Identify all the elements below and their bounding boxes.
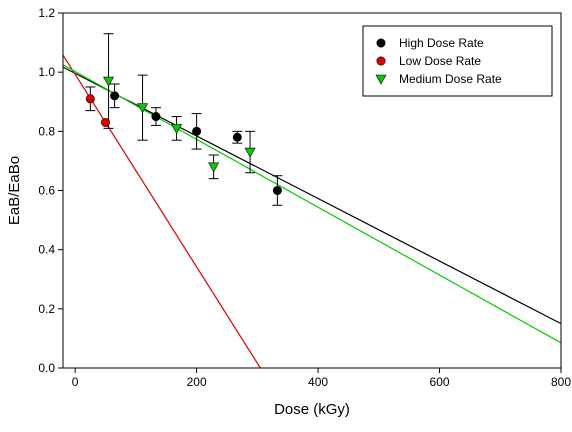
x-axis-label: Dose (kGy) [274,401,350,418]
data-point [272,186,282,196]
data-point [110,91,120,101]
y-tick-label: 0.8 [38,124,55,138]
y-tick-label: 0.2 [38,302,55,316]
x-tick-label: 200 [187,375,207,389]
x-tick-label: 600 [430,375,450,389]
y-axis-ticks: 0.0 0.2 0.4 0.6 0.8 1.0 1.2 [38,6,63,375]
y-tick-label: 0.6 [38,184,55,198]
fit-line [63,54,261,368]
y-tick-label: 0.0 [38,361,55,375]
fit-lines [63,54,561,368]
fit-line [63,66,561,325]
legend-label: High Dose Rate [399,36,484,50]
data-point [232,132,242,142]
data-point [137,103,149,114]
data-point [101,117,111,127]
legend-marker [376,38,386,48]
data-point [103,76,115,87]
legend-marker [376,56,386,66]
y-tick-label: 1.2 [38,6,55,20]
error-bars [85,33,283,206]
x-axis-ticks: 0 200 400 600 800 [72,368,571,389]
legend-label: Medium Dose Rate [399,72,502,86]
data-point [208,162,220,173]
y-tick-label: 0.4 [38,243,55,257]
data-point [192,126,202,136]
x-tick-label: 0 [72,375,79,389]
data-point [151,112,161,122]
data-point [244,147,256,158]
data-point [85,94,95,104]
data-point [171,124,183,134]
legend: High Dose Rate Low Dose Rate Medium Dose R… [362,25,553,97]
legend-box [362,25,553,97]
x-tick-label: 400 [308,375,328,389]
data-points [85,76,282,196]
legend-marker [375,74,387,85]
y-axis-label: EaB/EaBo [6,156,23,225]
x-tick-label: 800 [551,375,571,389]
legend-label: Low Dose Rate [399,54,481,68]
fit-line [63,64,561,344]
y-tick-label: 1.0 [38,65,55,79]
